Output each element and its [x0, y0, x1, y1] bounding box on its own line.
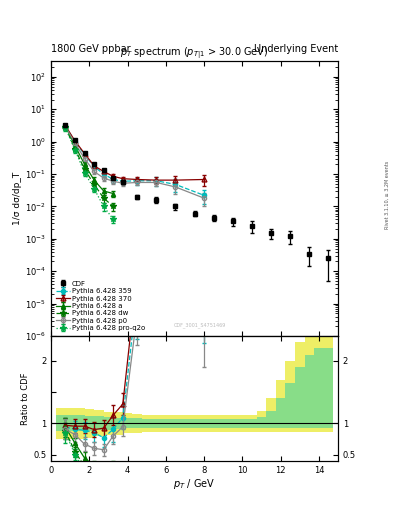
Text: 1800 GeV ppbar: 1800 GeV ppbar — [51, 44, 131, 54]
Title: $p_T$ spectrum ($p_{T|1}$ > 30.0 GeV): $p_T$ spectrum ($p_{T|1}$ > 30.0 GeV) — [120, 46, 269, 61]
Bar — [305, 330, 314, 432]
Bar — [113, 418, 123, 429]
Bar — [285, 383, 295, 428]
Bar — [180, 419, 190, 428]
Bar — [132, 418, 142, 429]
Bar — [324, 349, 333, 428]
Bar — [247, 415, 257, 432]
Text: CDF_3001_S4751469: CDF_3001_S4751469 — [174, 322, 226, 328]
Bar — [295, 342, 305, 432]
Bar — [75, 408, 84, 439]
Legend: CDF, Pythia 6.428 359, Pythia 6.428 370, Pythia 6.428 a, Pythia 6.428 dw, Pythia: CDF, Pythia 6.428 359, Pythia 6.428 370,… — [55, 280, 147, 332]
Bar — [65, 415, 75, 432]
Bar — [257, 411, 266, 432]
Bar — [209, 419, 219, 428]
Bar — [94, 410, 104, 436]
Y-axis label: 1/σ dσ/dp_T: 1/σ dσ/dp_T — [13, 172, 22, 225]
Bar — [171, 415, 180, 432]
Bar — [123, 418, 132, 429]
Bar — [314, 324, 324, 432]
Bar — [65, 408, 75, 439]
Bar — [199, 415, 209, 432]
Bar — [142, 419, 151, 428]
Bar — [219, 419, 228, 428]
Bar — [237, 415, 247, 432]
Bar — [152, 415, 161, 432]
Bar — [247, 419, 257, 428]
Bar — [266, 398, 276, 432]
Bar — [276, 398, 285, 428]
Bar — [266, 411, 276, 428]
Bar — [180, 415, 190, 432]
Bar — [56, 415, 65, 432]
Bar — [237, 419, 247, 428]
Text: Underlying Event: Underlying Event — [254, 44, 338, 54]
Bar — [305, 355, 314, 428]
Bar — [228, 419, 237, 428]
Bar — [56, 408, 65, 439]
Bar — [142, 415, 151, 432]
Bar — [171, 419, 180, 428]
X-axis label: $p_T$ / GeV: $p_T$ / GeV — [173, 477, 216, 492]
Bar — [152, 419, 161, 428]
Bar — [209, 415, 219, 432]
Bar — [132, 414, 142, 433]
Bar — [257, 417, 266, 428]
Y-axis label: Ratio to CDF: Ratio to CDF — [21, 372, 30, 424]
Bar — [314, 349, 324, 428]
Bar — [75, 415, 84, 432]
Bar — [324, 324, 333, 432]
Bar — [228, 415, 237, 432]
Bar — [276, 380, 285, 432]
Bar — [161, 415, 171, 432]
Bar — [219, 415, 228, 432]
Bar — [84, 409, 94, 438]
Bar — [94, 416, 104, 430]
Bar — [199, 419, 209, 428]
Bar — [113, 412, 123, 435]
Bar — [104, 417, 113, 430]
Bar — [190, 415, 199, 432]
Bar — [84, 416, 94, 431]
Bar — [123, 413, 132, 433]
Bar — [295, 367, 305, 428]
Bar — [285, 361, 295, 432]
Bar — [190, 419, 199, 428]
Bar — [104, 412, 113, 435]
Text: Rivet 3.1.10, ≥ 3.2M events: Rivet 3.1.10, ≥ 3.2M events — [385, 160, 389, 229]
Bar — [161, 419, 171, 428]
